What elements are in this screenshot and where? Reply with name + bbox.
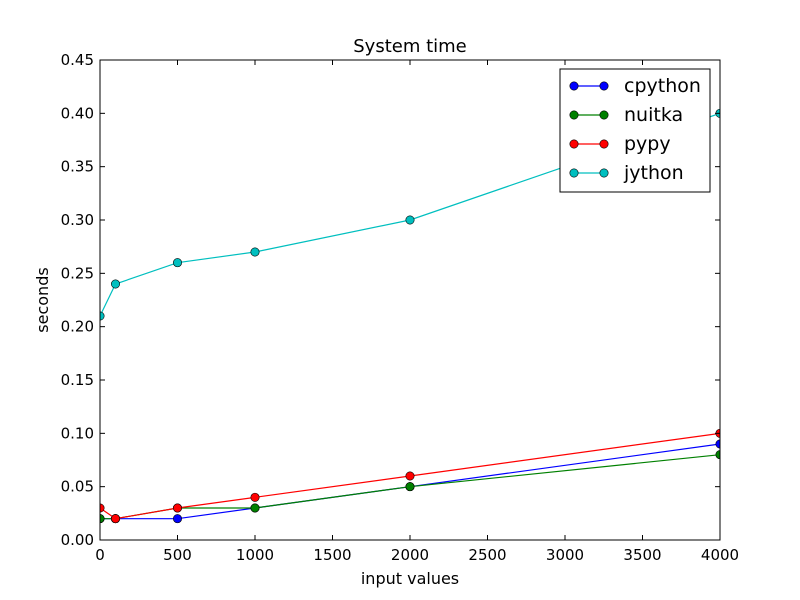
y-tick-label: 0.05 — [61, 478, 94, 496]
legend-item-nuitka: nuitka — [569, 104, 683, 126]
data-point-nuitka — [405, 482, 415, 492]
x-tick-label: 4000 — [701, 546, 739, 564]
x-tick-label: 500 — [163, 546, 192, 564]
y-tick-label: 0.25 — [61, 264, 94, 282]
x-axis-label: input values — [361, 569, 459, 588]
data-point-jython — [250, 247, 260, 257]
y-tick-label: 0.35 — [61, 158, 94, 176]
y-axis: 0.00 0.05 0.10 0.15 0.20 0.25 0.30 0.35 0.40 0.45 — [61, 51, 720, 549]
x-tick-label: 3500 — [623, 546, 661, 564]
legend-marker — [569, 81, 579, 91]
x-tick-label: 2500 — [468, 546, 506, 564]
y-axis-label: seconds — [33, 267, 52, 332]
y-tick-label: 0.40 — [61, 104, 94, 122]
x-tick-label: 1000 — [236, 546, 274, 564]
x-axis: 0 500 1000 1500 2000 2500 3000 3500 4000 — [95, 60, 739, 564]
data-point-jython — [405, 215, 415, 225]
legend-marker — [599, 110, 609, 120]
x-tick-label: 1500 — [313, 546, 351, 564]
legend-item-jython: jython — [569, 162, 684, 184]
y-tick-label: 0.15 — [61, 371, 94, 389]
legend-label: cpython — [624, 75, 701, 97]
legend-marker — [599, 139, 609, 149]
x-tick-label: 3000 — [546, 546, 584, 564]
data-point-pypy — [173, 503, 183, 513]
data-point-jython — [111, 279, 121, 289]
legend-item-pypy: pypy — [569, 133, 671, 155]
y-tick-label: 0.30 — [61, 211, 94, 229]
legend-item-cpython: cpython — [569, 75, 701, 97]
y-tick-label: 0.00 — [61, 531, 94, 549]
legend-marker — [599, 168, 609, 178]
legend-marker — [599, 81, 609, 91]
legend-marker — [569, 110, 579, 120]
data-point-pypy — [405, 471, 415, 481]
y-tick-label: 0.10 — [61, 424, 94, 442]
chart-title: System time — [353, 36, 467, 57]
legend-label: nuitka — [624, 104, 683, 126]
x-tick-label: 0 — [95, 546, 105, 564]
legend-marker — [569, 139, 579, 149]
legend: cpython nuitka pypy jython — [559, 68, 711, 193]
legend-marker — [569, 168, 579, 178]
y-tick-label: 0.20 — [61, 318, 94, 336]
series-layer — [100, 108, 720, 524]
series-line-jython — [100, 112, 720, 317]
data-point-nuitka — [250, 503, 260, 513]
legend-label: jython — [623, 162, 684, 184]
x-tick-label: 2000 — [391, 546, 429, 564]
legend-frame — [559, 68, 711, 193]
data-point-pypy — [250, 492, 260, 502]
data-point-pypy — [111, 514, 121, 524]
legend-label: pypy — [624, 133, 671, 155]
data-point-cpython — [173, 514, 183, 524]
data-point-jython — [173, 258, 183, 268]
y-tick-label: 0.45 — [61, 51, 94, 69]
